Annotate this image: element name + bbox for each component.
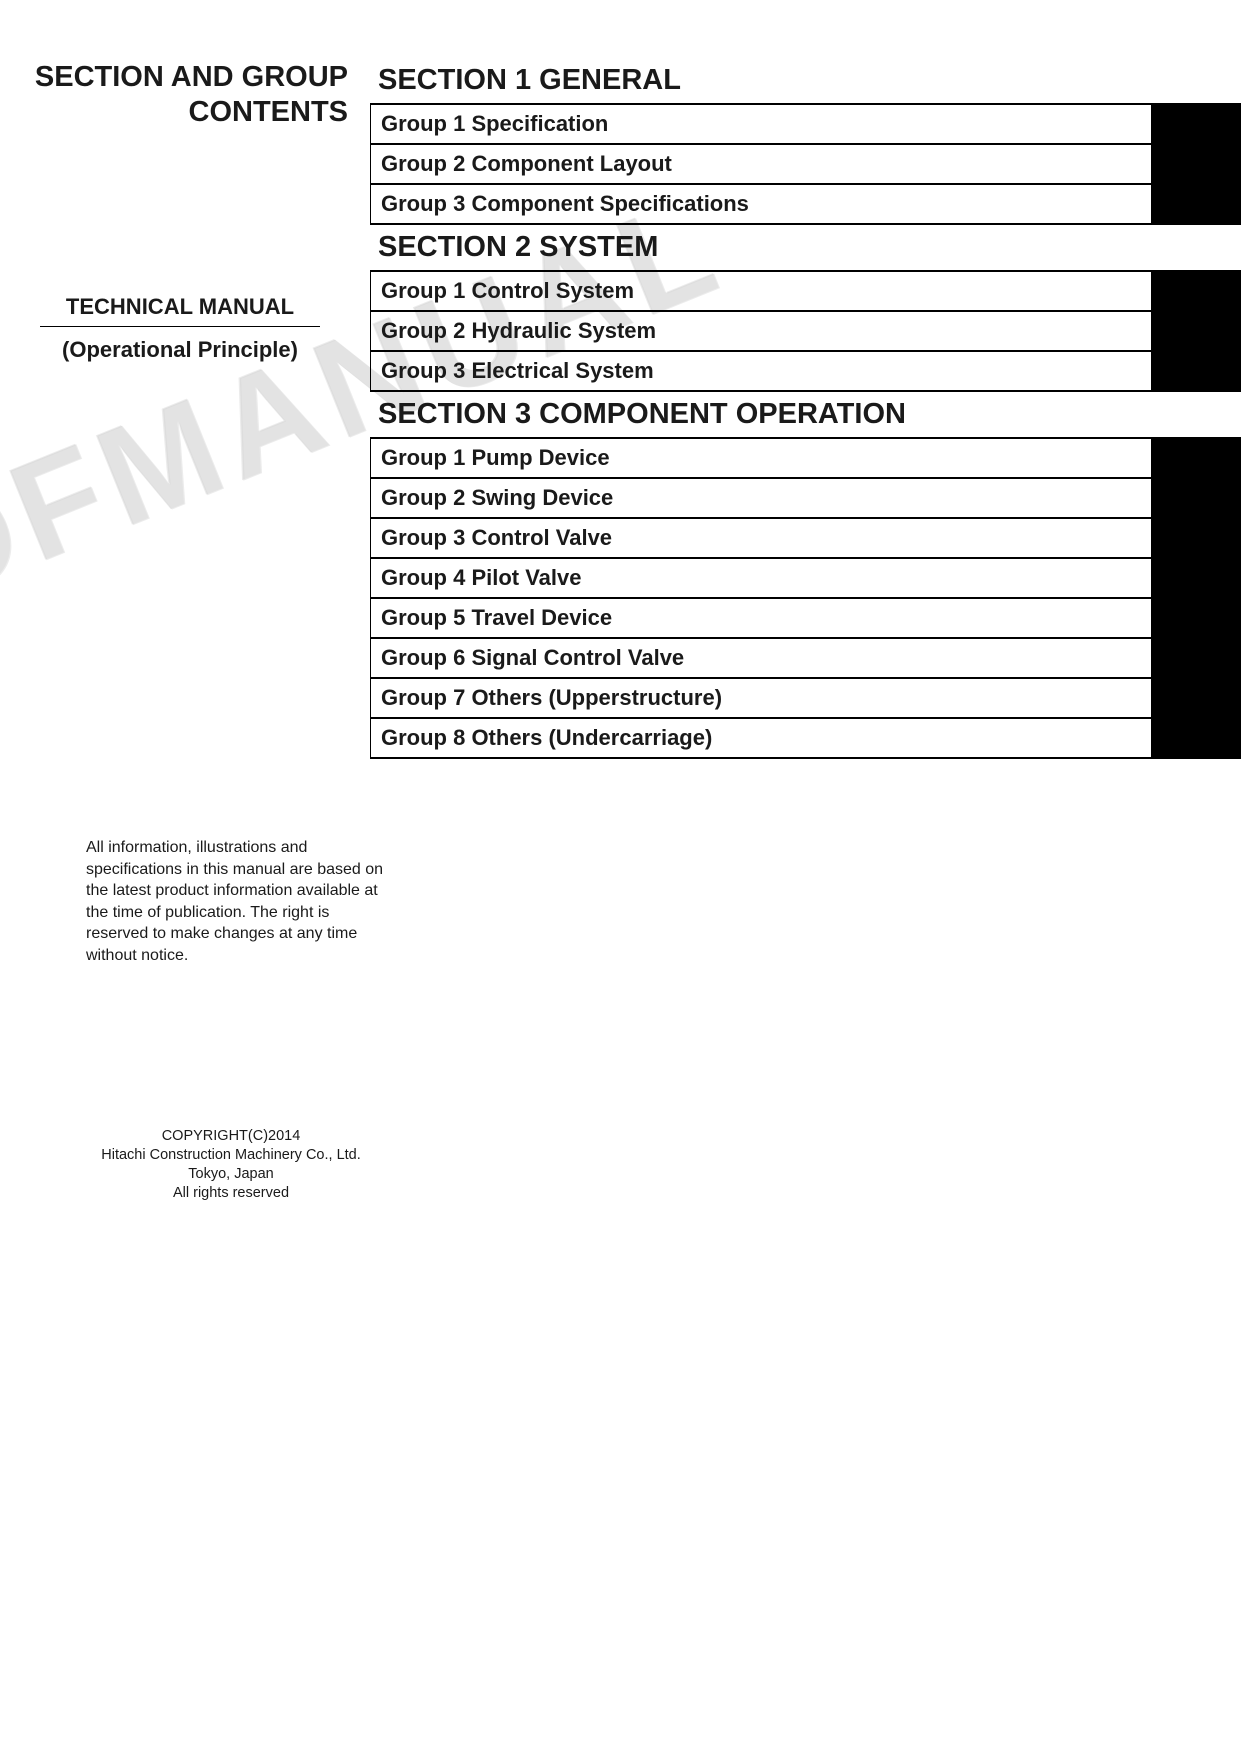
page-title: SECTION AND GROUP CONTENTS — [0, 60, 360, 130]
group-tab — [1151, 479, 1241, 517]
group-tab — [1151, 145, 1241, 183]
group-tab — [1151, 679, 1241, 717]
group-label: Group 8 Others (Undercarriage) — [370, 719, 1151, 757]
copyright-line1: COPYRIGHT(C)2014 — [162, 1128, 301, 1144]
group-row: Group 7 Others (Upperstructure) — [370, 677, 1241, 719]
group-label: Group 1 Control System — [370, 272, 1151, 310]
copyright-line4: All rights reserved — [173, 1185, 289, 1201]
manual-label-wrap: TECHNICAL MANUAL (Operational Principle) — [0, 294, 360, 363]
group-label: Group 4 Pilot Valve — [370, 559, 1151, 597]
group-row: Group 1 Control System — [370, 270, 1241, 312]
manual-label: TECHNICAL MANUAL — [40, 294, 320, 327]
group-label: Group 1 Specification — [370, 105, 1151, 143]
section-2-title: SECTION 2 SYSTEM — [370, 223, 1241, 270]
group-row: Group 1 Specification — [370, 103, 1241, 145]
group-row: Group 4 Pilot Valve — [370, 557, 1241, 599]
group-label: Group 2 Swing Device — [370, 479, 1151, 517]
group-label: Group 3 Control Valve — [370, 519, 1151, 557]
disclaimer-text: All information, illustrations and speci… — [86, 837, 396, 967]
group-label: Group 2 Hydraulic System — [370, 312, 1151, 350]
group-row: Group 3 Electrical System — [370, 350, 1241, 392]
copyright-line3: Tokyo, Japan — [188, 1166, 273, 1182]
section-1-block: SECTION 1 GENERAL Group 1 Specification … — [370, 60, 1241, 225]
group-row: Group 3 Component Specifications — [370, 183, 1241, 225]
group-label: Group 5 Travel Device — [370, 599, 1151, 637]
page-container: SECTION AND GROUP CONTENTS TECHNICAL MAN… — [0, 0, 1241, 757]
group-row: Group 6 Signal Control Valve — [370, 637, 1241, 679]
group-label: Group 6 Signal Control Valve — [370, 639, 1151, 677]
manual-sublabel: (Operational Principle) — [40, 327, 320, 363]
group-label: Group 3 Component Specifications — [370, 185, 1151, 223]
section-1-title: SECTION 1 GENERAL — [370, 60, 1241, 103]
group-row: Group 3 Control Valve — [370, 517, 1241, 559]
group-row: Group 5 Travel Device — [370, 597, 1241, 639]
group-tab — [1151, 719, 1241, 757]
copyright-line2: Hitachi Construction Machinery Co., Ltd. — [101, 1147, 361, 1163]
group-row: Group 2 Component Layout — [370, 143, 1241, 185]
group-label: Group 1 Pump Device — [370, 439, 1151, 477]
right-column: SECTION 1 GENERAL Group 1 Specification … — [370, 60, 1241, 757]
group-row: Group 2 Hydraulic System — [370, 310, 1241, 352]
group-label: Group 2 Component Layout — [370, 145, 1151, 183]
group-tab — [1151, 559, 1241, 597]
group-tab — [1151, 599, 1241, 637]
group-tab — [1151, 519, 1241, 557]
left-column: SECTION AND GROUP CONTENTS TECHNICAL MAN… — [0, 60, 370, 757]
group-tab — [1151, 105, 1241, 143]
group-tab — [1151, 185, 1241, 223]
group-tab — [1151, 439, 1241, 477]
page-title-line2: CONTENTS — [189, 96, 349, 128]
group-tab — [1151, 312, 1241, 350]
group-tab — [1151, 352, 1241, 390]
section-3-title: SECTION 3 COMPONENT OPERATION — [370, 390, 1241, 437]
group-row: Group 8 Others (Undercarriage) — [370, 717, 1241, 759]
group-tab — [1151, 639, 1241, 677]
page-title-line1: SECTION AND GROUP — [35, 61, 348, 93]
group-label: Group 3 Electrical System — [370, 352, 1151, 390]
group-label: Group 7 Others (Upperstructure) — [370, 679, 1151, 717]
section-3-block: SECTION 3 COMPONENT OPERATION Group 1 Pu… — [370, 390, 1241, 759]
section-2-block: SECTION 2 SYSTEM Group 1 Control System … — [370, 223, 1241, 392]
group-tab — [1151, 272, 1241, 310]
copyright-block: COPYRIGHT(C)2014 Hitachi Construction Ma… — [86, 1127, 376, 1202]
group-row: Group 1 Pump Device — [370, 437, 1241, 479]
group-row: Group 2 Swing Device — [370, 477, 1241, 519]
